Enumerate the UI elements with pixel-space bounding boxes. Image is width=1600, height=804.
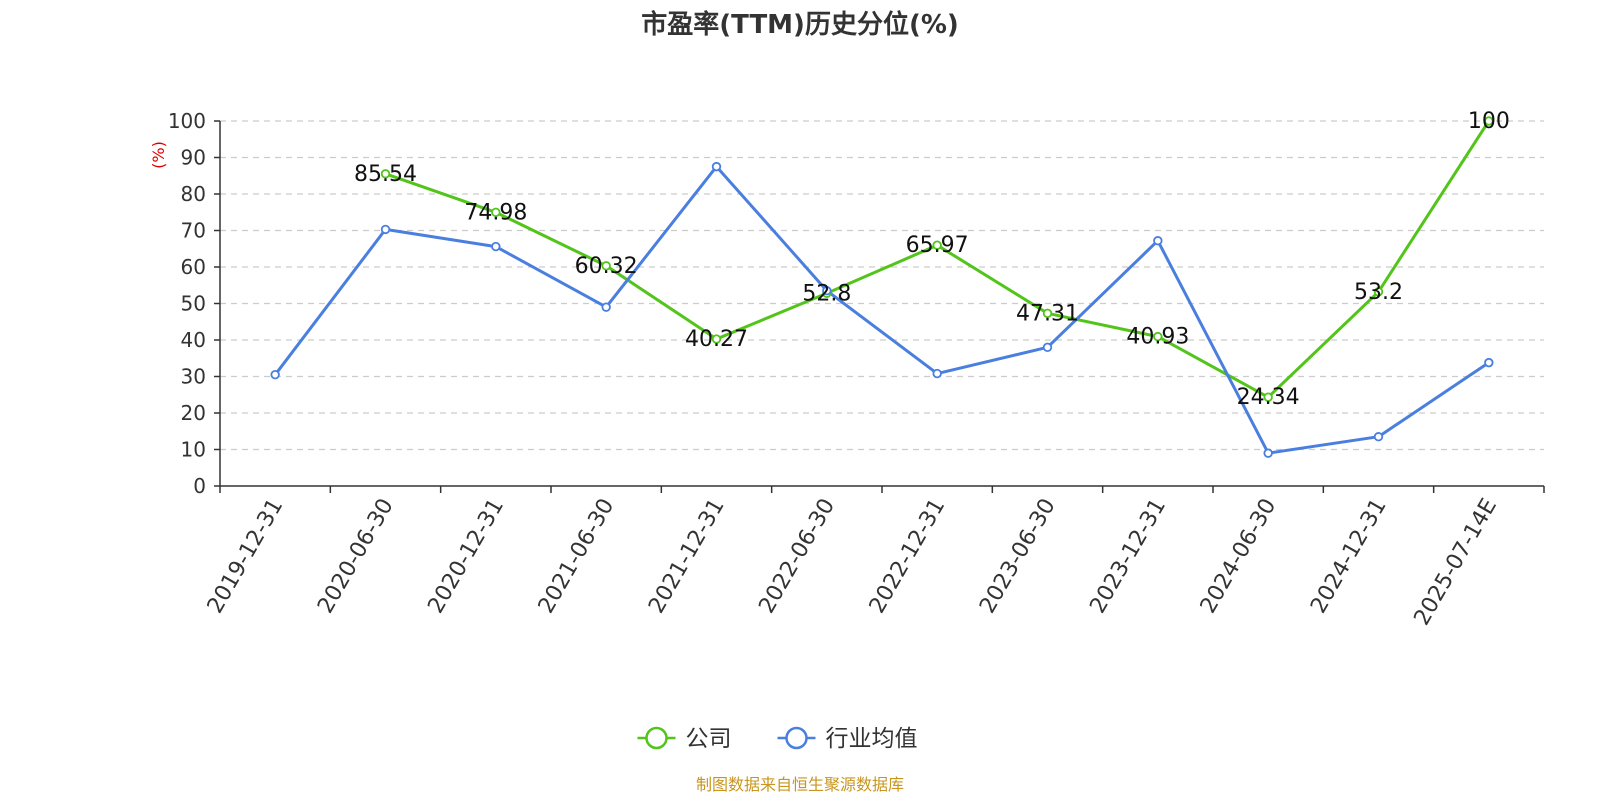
data-point-1[interactable]	[711, 161, 722, 172]
legend-circle-icon	[645, 726, 668, 750]
data-labels: 85.54 74.98 60.32 40.27 52.8 65.97 47.31 40.93 2…	[354, 109, 1510, 410]
data-label: 100	[1468, 109, 1510, 134]
x-tick-label: 2024-06-30	[1196, 495, 1282, 618]
x-tick-label: 2020-12-31	[423, 495, 509, 618]
data-label: 74.98	[464, 200, 527, 225]
series-line-0	[385, 120, 1491, 399]
axes: 0 10 20 30 40 50 60 70 80 90 100 2019-12-31 2020-06-…	[168, 109, 1545, 630]
y-tick-label: 90	[181, 146, 206, 170]
data-point-0[interactable]	[1373, 287, 1384, 297]
y-tick-label: 100	[168, 109, 206, 133]
data-point-1[interactable]	[601, 302, 611, 312]
data-point-1[interactable]	[1042, 342, 1053, 352]
y-tick-label: 40	[181, 328, 206, 352]
x-tick-label: 2022-06-30	[754, 495, 840, 618]
y-tick-label: 20	[181, 401, 206, 425]
x-tick-label: 2024-12-31	[1306, 495, 1392, 618]
data-label: 40.27	[685, 327, 748, 352]
y-tick-label: 0	[193, 474, 206, 498]
data-point-1[interactable]	[270, 369, 280, 380]
data-label: 24.34	[1237, 385, 1300, 410]
data-point-1[interactable]	[932, 368, 942, 379]
legend-item-1[interactable]: 行业均值	[777, 726, 918, 752]
data-point-0[interactable]	[380, 169, 391, 179]
y-tick-label: 70	[181, 219, 206, 243]
data-point-0[interactable]	[711, 334, 722, 344]
data-label: 52.8	[802, 281, 851, 306]
x-tick-label: 2023-06-30	[975, 495, 1061, 618]
x-tick-label: 2019-12-31	[203, 495, 289, 618]
y-tick-label: 50	[181, 292, 206, 316]
data-point-0[interactable]	[601, 261, 611, 271]
legend-circle-icon	[785, 726, 808, 750]
data-label: 85.54	[354, 162, 417, 187]
legend[interactable]: 公司 行业均值	[637, 726, 918, 752]
data-point-1[interactable]	[1153, 236, 1163, 246]
y-tick-label: 10	[181, 438, 206, 462]
data-point-1[interactable]	[822, 286, 832, 296]
data-label: 40.93	[1126, 325, 1189, 350]
data-point-0[interactable]	[1042, 308, 1053, 319]
data-point-0[interactable]	[1153, 331, 1163, 342]
chart-title: 市盈率(TTM)历史分位(%)	[641, 9, 959, 40]
data-point-1[interactable]	[1373, 432, 1384, 442]
data-point-0[interactable]	[1484, 116, 1494, 126]
y-tick-label: 80	[181, 182, 206, 206]
data-point-1[interactable]	[1484, 357, 1494, 368]
y-axis-label: (%)	[149, 141, 168, 169]
data-point-0[interactable]	[491, 207, 501, 218]
data-label: 60.32	[575, 254, 638, 279]
series-line-1	[274, 165, 1490, 455]
legend-item-0[interactable]: 公司	[637, 726, 732, 752]
data-points	[270, 116, 1494, 458]
x-tick-label: 2021-06-30	[534, 495, 620, 618]
y-tick-label: 60	[181, 255, 206, 279]
legend-label: 公司	[686, 726, 732, 752]
x-tick-label: 2022-12-31	[865, 495, 951, 618]
data-point-0[interactable]	[1263, 392, 1273, 402]
x-tick-label: 2020-06-30	[313, 495, 399, 618]
grid-lines	[220, 120, 1544, 451]
source-note: 制图数据来自恒生聚源数据库	[696, 775, 904, 794]
data-point-1[interactable]	[1263, 448, 1273, 458]
x-tick-label: 2023-12-31	[1085, 495, 1171, 618]
y-tick-label: 30	[181, 365, 206, 389]
x-tick-label: 2025-07-14E	[1409, 495, 1502, 630]
data-label: 53.2	[1354, 280, 1403, 305]
data-point-1[interactable]	[491, 241, 501, 252]
legend-label: 行业均值	[826, 726, 918, 752]
series-lines	[274, 120, 1491, 455]
data-label: 47.31	[1016, 301, 1079, 326]
data-point-0[interactable]	[932, 240, 942, 250]
x-tick-label: 2021-12-31	[644, 495, 730, 618]
data-label: 65.97	[906, 233, 969, 258]
data-point-1[interactable]	[380, 224, 391, 235]
